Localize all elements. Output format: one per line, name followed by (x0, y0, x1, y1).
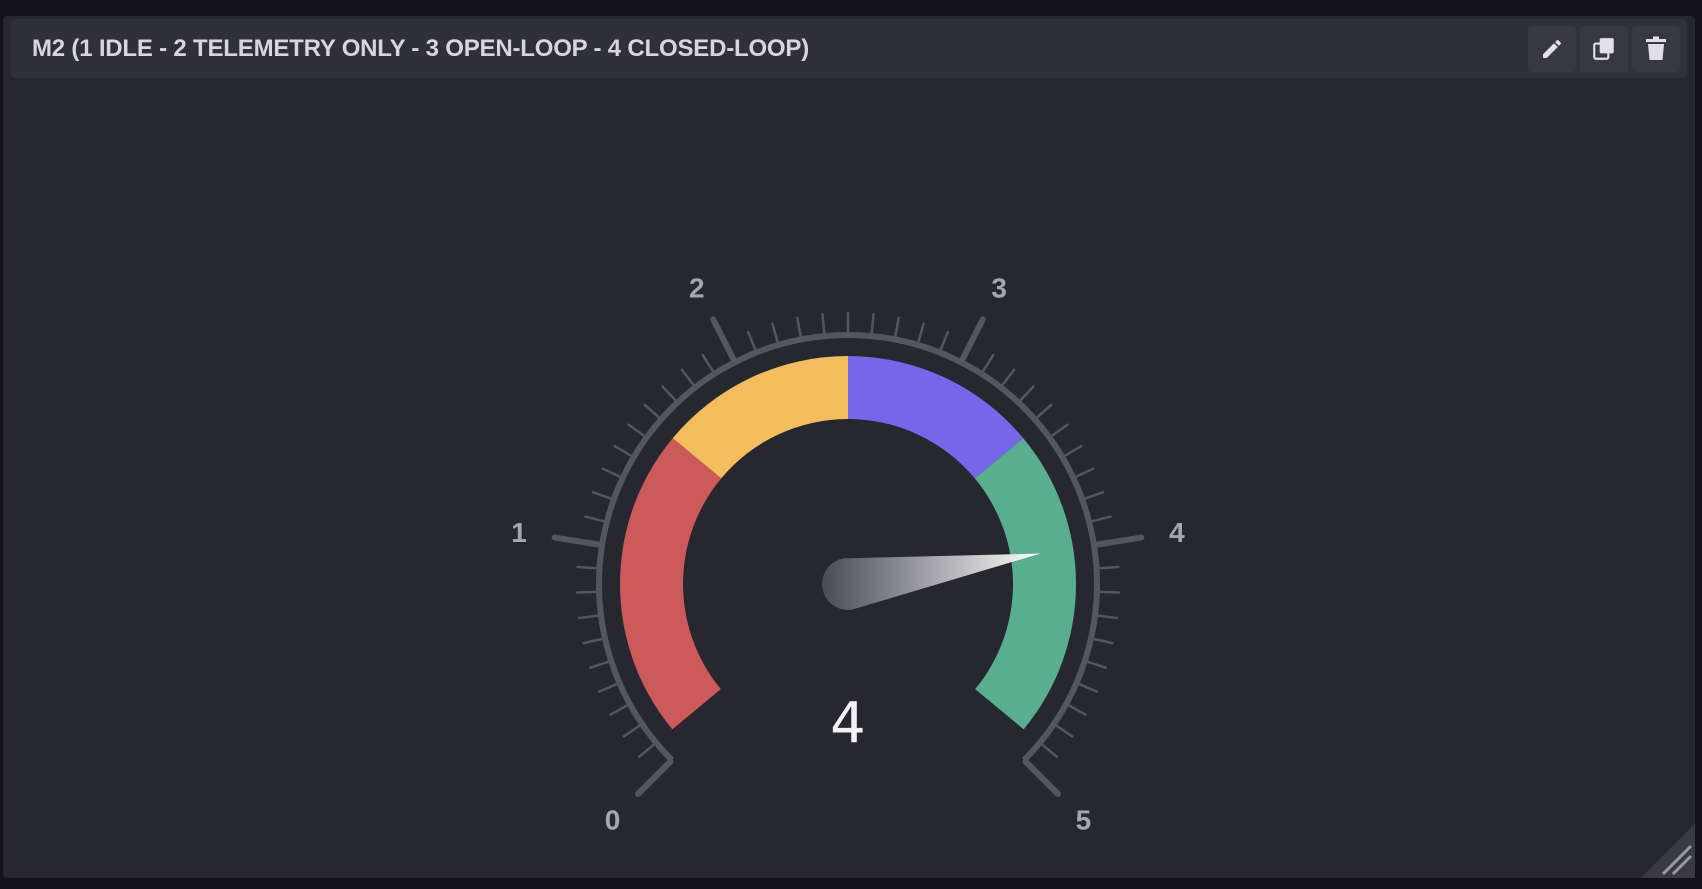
major-tick (551, 534, 604, 548)
minor-tick (1091, 637, 1114, 645)
minor-tick (627, 423, 647, 438)
minor-tick (577, 614, 601, 620)
minor-tick (1082, 490, 1105, 501)
minor-tick (609, 703, 630, 716)
minor-tick (1077, 682, 1098, 693)
minor-tick (598, 682, 619, 693)
minor-tick (576, 565, 599, 570)
minor-tick (746, 330, 757, 352)
minor-tick (591, 490, 614, 501)
minor-tick (637, 742, 656, 758)
gauge-band-1 (672, 356, 848, 479)
minor-tick (1066, 703, 1087, 716)
tick-label-2: 2 (689, 272, 705, 303)
major-tick (1092, 534, 1145, 548)
gauge-needle (822, 553, 1041, 610)
minor-tick (795, 316, 803, 339)
minor-tick (643, 403, 661, 420)
gauge-ring (596, 332, 1100, 763)
tick-label-4: 4 (1169, 517, 1185, 548)
panel-header: M2 (1 IDLE - 2 TELEMETRY ONLY - 3 OPEN-L… (11, 19, 1687, 78)
gauge-band-3 (974, 438, 1076, 730)
edit-button[interactable] (1528, 26, 1576, 72)
minor-tick (1097, 590, 1121, 594)
minor-tick (893, 316, 901, 339)
minor-tick (601, 467, 623, 479)
minor-tick (575, 590, 599, 594)
gauge-band-0 (619, 438, 722, 730)
minor-tick (981, 353, 995, 374)
major-tick (958, 316, 986, 364)
minor-tick (916, 322, 925, 345)
minor-tick (821, 312, 826, 336)
tick-label-0: 0 (605, 804, 621, 835)
minor-tick (1062, 444, 1083, 458)
minor-tick (701, 353, 715, 374)
gauge-panel: M2 (1 IDLE - 2 TELEMETRY ONLY - 3 OPEN-L… (3, 16, 1695, 878)
minor-tick (1018, 385, 1035, 403)
resize-handle[interactable] (1635, 818, 1695, 878)
minor-tick (1095, 614, 1119, 620)
minor-tick (1089, 515, 1112, 523)
minor-tick (1085, 660, 1107, 669)
minor-tick (584, 515, 607, 523)
minor-tick (582, 637, 605, 645)
minor-tick (1000, 368, 1016, 387)
major-tick (634, 758, 674, 798)
minor-tick (771, 322, 780, 345)
minor-tick (589, 660, 611, 669)
minor-tick (661, 385, 678, 403)
minor-tick (870, 312, 875, 336)
trash-icon (1646, 36, 1666, 60)
gauge-value: 4 (830, 691, 866, 756)
minor-tick (939, 330, 950, 352)
tick-label-3: 3 (991, 272, 1007, 303)
minor-tick (1073, 467, 1095, 479)
minor-tick (1049, 423, 1069, 438)
tick-label-5: 5 (1076, 804, 1092, 835)
major-tick (1022, 758, 1062, 798)
pencil-icon (1543, 39, 1561, 58)
minor-tick (1035, 403, 1053, 420)
tick-label-1: 1 (511, 517, 527, 548)
gauge-band-2 (848, 356, 1024, 479)
minor-tick (680, 368, 696, 387)
duplicate-button[interactable] (1580, 26, 1628, 72)
panel-title: M2 (1 IDLE - 2 TELEMETRY ONLY - 3 OPEN-L… (32, 35, 810, 62)
minor-tick (613, 444, 634, 458)
minor-tick (622, 723, 642, 738)
delete-button[interactable] (1632, 26, 1680, 72)
copy-icon (1593, 38, 1614, 60)
minor-tick (1040, 742, 1059, 758)
minor-tick (1097, 565, 1120, 570)
minor-tick (1054, 723, 1074, 738)
major-tick (710, 316, 738, 364)
